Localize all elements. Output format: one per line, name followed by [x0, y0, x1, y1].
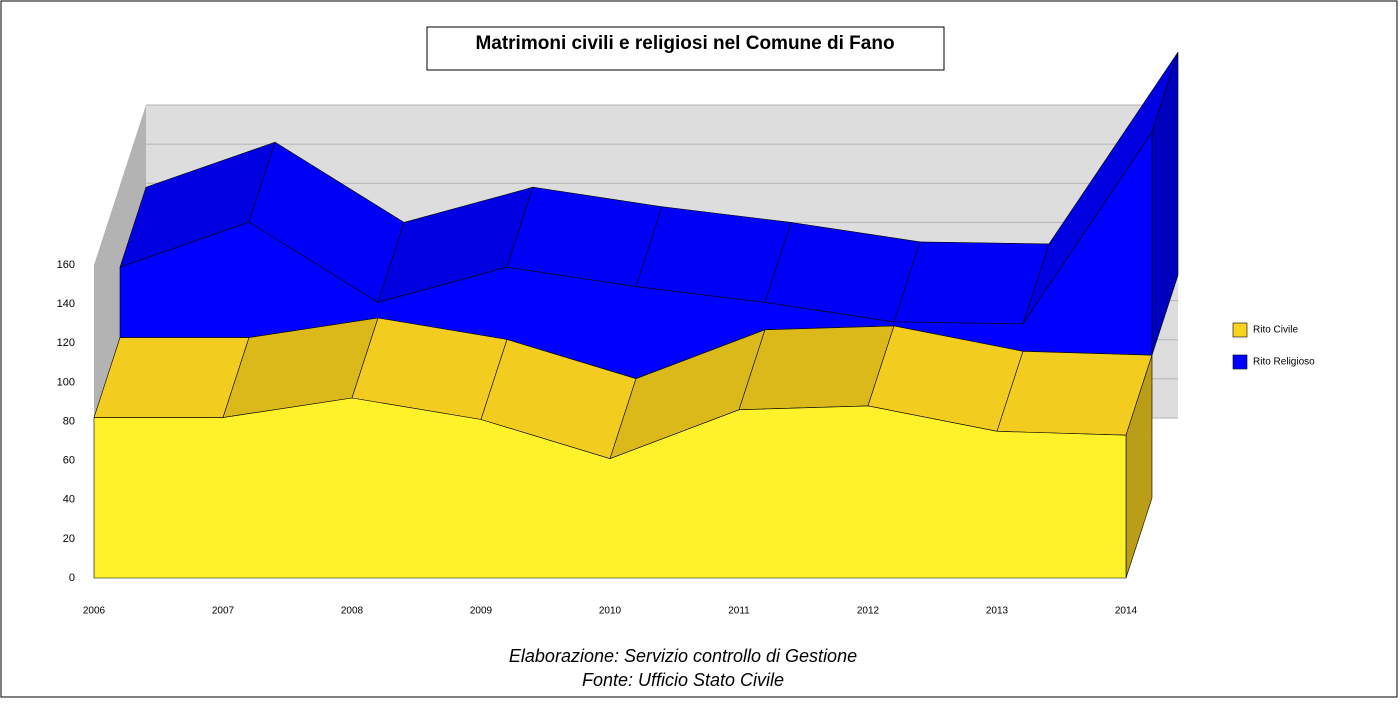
- x-tick-label: 2008: [341, 606, 364, 617]
- y-tick-label: 60: [63, 455, 75, 467]
- x-tick-label: 2006: [83, 606, 106, 617]
- note: Elaborazione: Servizio controllo di Gest…: [509, 646, 857, 666]
- x-tick-label: 2012: [857, 606, 880, 617]
- y-tick-label: 160: [57, 259, 75, 271]
- legend-label: Rito Religioso: [1253, 357, 1315, 368]
- legend-swatch: [1232, 354, 1248, 370]
- legend-label: Rito Civile: [1253, 325, 1298, 336]
- y-tick-label: 80: [63, 415, 75, 427]
- area-top-surface: [996, 350, 1153, 436]
- legend-swatch: [1232, 322, 1248, 338]
- x-tick-label: 2013: [986, 606, 1009, 617]
- x-tick-label: 2009: [470, 606, 493, 617]
- y-tick-label: 0: [69, 572, 75, 584]
- y-tick-label: 120: [57, 337, 75, 349]
- area-front-face: [93, 397, 1127, 579]
- x-tick-label: 2007: [212, 606, 235, 617]
- x-tick-label: 2010: [599, 606, 622, 617]
- y-tick-label: 100: [57, 376, 75, 388]
- y-tick-label: 140: [57, 298, 75, 310]
- note: Fonte: Ufficio Stato Civile: [582, 670, 784, 690]
- y-tick-label: 40: [63, 494, 75, 506]
- x-tick-label: 2014: [1115, 606, 1138, 617]
- chart-title: Matrimoni civili e religiosi nel Comune …: [475, 33, 894, 54]
- area-top-surface: [93, 337, 250, 418]
- x-tick-label: 2011: [728, 606, 750, 617]
- area-top-surface: [893, 241, 1050, 325]
- y-tick-label: 20: [63, 533, 75, 545]
- area-top-surface: [635, 206, 792, 303]
- title-box: [426, 26, 945, 71]
